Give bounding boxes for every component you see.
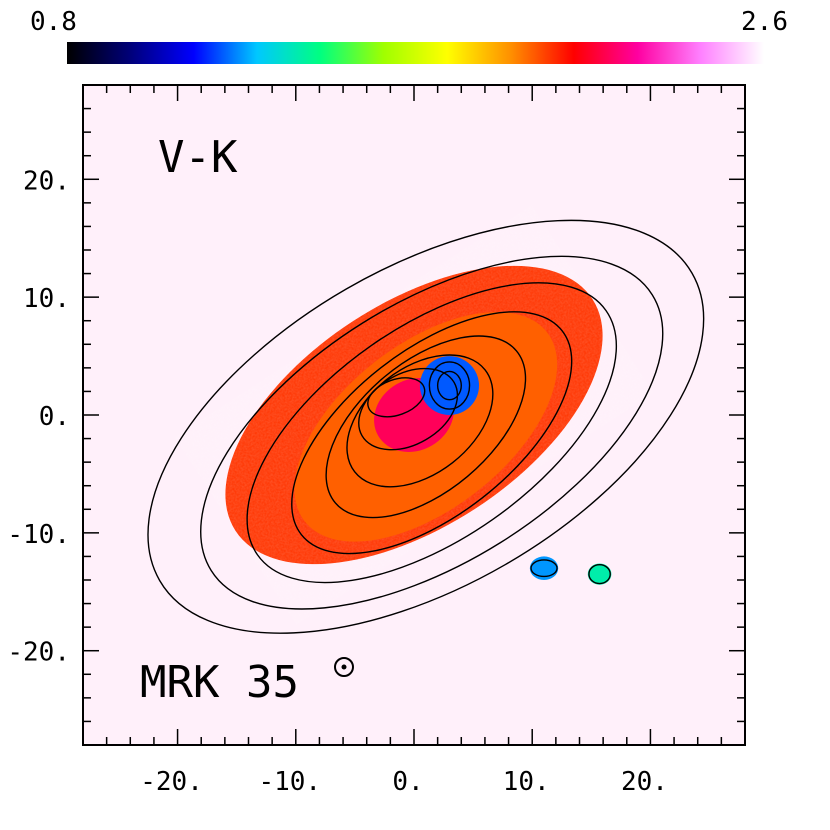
x-tick-label: 10.	[503, 767, 550, 797]
contour-line-11	[530, 559, 558, 578]
x-tick-label: 20.	[621, 767, 668, 797]
contour-line-5	[325, 335, 527, 519]
contour-line-9	[428, 361, 471, 410]
contour-line-6	[346, 354, 494, 488]
sun-icon	[334, 657, 354, 677]
contour-line-8	[367, 377, 426, 418]
contour-line-1	[147, 219, 705, 634]
panel-title: V-K	[158, 132, 238, 183]
axis-ticks	[83, 85, 745, 745]
object-label: MRK 35	[140, 657, 299, 708]
color-map-layer	[225, 265, 612, 585]
color-region-blue-knot-south-1	[529, 556, 559, 580]
contour-line-7	[358, 367, 459, 451]
y-axis-labels: 20. 10. 0. -10. -20.	[7, 166, 70, 667]
y-tick-label: -10.	[7, 520, 70, 550]
x-tick-label: -20.	[140, 767, 203, 797]
color-region-blue-knot-south-2	[587, 563, 612, 585]
contour-line-12	[588, 563, 611, 585]
contour-line-2	[200, 255, 664, 610]
y-tick-label: 10.	[23, 284, 70, 314]
plot-frame	[82, 84, 746, 746]
x-tick-label: 0.	[392, 767, 423, 797]
y-tick-label: 0.	[39, 402, 70, 432]
y-tick-label: 20.	[23, 166, 70, 196]
x-axis-labels: -20. -10. 0. 10. 20.	[140, 767, 668, 797]
contour-line-10	[436, 370, 462, 401]
colorbar	[67, 42, 764, 64]
color-region-blue-knot-main	[419, 356, 480, 415]
contour-line-4	[291, 311, 573, 555]
y-tick-label: -20.	[7, 638, 70, 668]
colorbar-max-label: 2.6	[741, 7, 788, 37]
x-tick-label: -10.	[258, 767, 321, 797]
contour-line-3	[246, 282, 618, 584]
contour-layer	[147, 219, 705, 634]
colorbar-min-label: 0.8	[30, 7, 77, 37]
